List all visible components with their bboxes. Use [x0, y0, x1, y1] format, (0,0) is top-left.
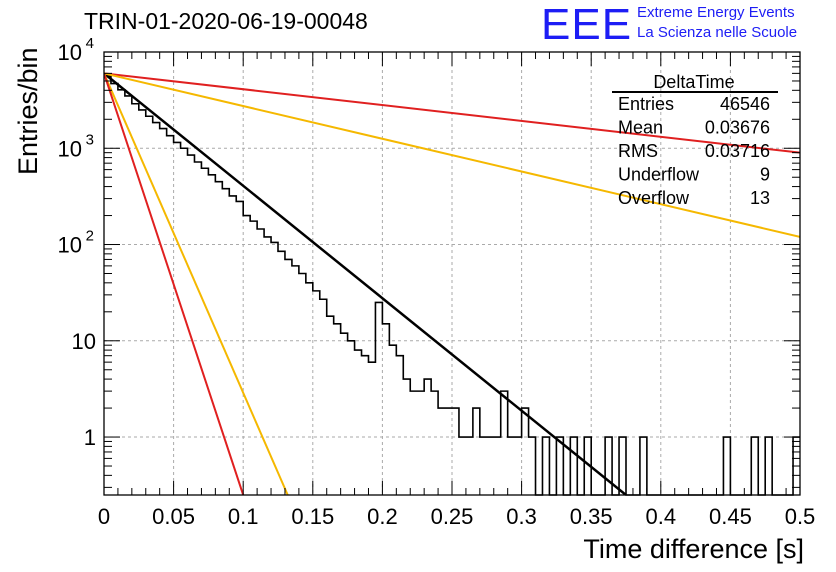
stats-title: DeltaTime — [653, 72, 734, 92]
y-tick-label: 10 — [58, 40, 82, 65]
fit-lines — [104, 72, 800, 495]
axes-ticks: 0 0.05 0.1 0.15 0.2 0.25 0.3 0.35 0.4 0.45 0.5 1 10 1… — [58, 35, 816, 529]
x-axis-label: Time difference [s] — [583, 534, 804, 564]
x-tick-label: 0.05 — [152, 504, 195, 529]
stats-label: RMS — [618, 141, 658, 161]
y-tick-exponent: 2 — [86, 228, 94, 245]
stats-label: Entries — [618, 94, 674, 114]
eee-logo: EEE — [541, 0, 633, 49]
x-tick-label: 0.3 — [506, 504, 537, 529]
stats-value: 46546 — [720, 94, 770, 114]
y-tick-label: 10 — [72, 329, 96, 354]
stats-label: Overflow — [618, 188, 690, 208]
fit-line — [104, 72, 289, 495]
y-tick-label: 10 — [58, 233, 82, 258]
x-tick-label: 0.15 — [291, 504, 334, 529]
stats-value: 9 — [760, 165, 770, 185]
x-tick-label: 0.35 — [570, 504, 613, 529]
histogram-outline — [104, 75, 800, 496]
stats-value: 0.03676 — [705, 118, 770, 138]
x-tick-label: 0.4 — [646, 504, 677, 529]
x-tick-label: 0.2 — [367, 504, 398, 529]
fit-line — [104, 73, 245, 495]
plot-title: TRIN-01-2020-06-19-00048 — [84, 8, 368, 34]
y-tick-label: 1 — [84, 425, 96, 450]
y-tick-exponent: 4 — [86, 35, 94, 52]
fit-line — [104, 72, 627, 495]
x-tick-label: 0.1 — [228, 504, 259, 529]
stats-value: 13 — [750, 188, 770, 208]
logo-line-1: Extreme Energy Events — [637, 4, 795, 21]
stats-label: Mean — [618, 118, 663, 138]
x-tick-label: 0.25 — [431, 504, 474, 529]
y-tick-exponent: 3 — [86, 131, 94, 148]
x-tick-label: 0 — [98, 504, 110, 529]
x-tick-label: 0.5 — [785, 504, 816, 529]
histogram-bars — [104, 75, 800, 496]
logo-line-2: La Scienza nelle Scuole — [637, 24, 798, 41]
fit-line — [104, 72, 800, 238]
y-tick-label: 10 — [58, 136, 82, 161]
stats-value: 0.03716 — [705, 141, 770, 161]
fit-line — [104, 72, 800, 154]
x-tick-label: 0.45 — [709, 504, 752, 529]
stats-label: Underflow — [618, 165, 700, 185]
